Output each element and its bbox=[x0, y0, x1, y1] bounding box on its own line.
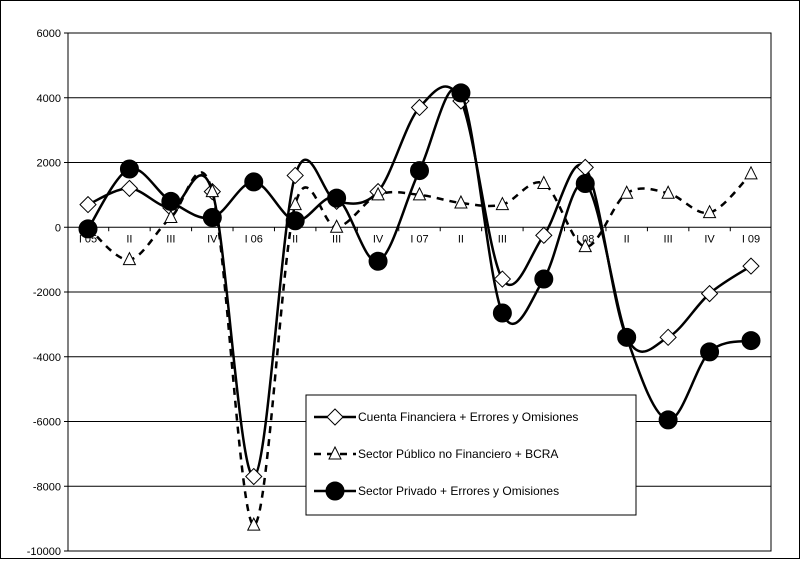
point-circle bbox=[368, 251, 388, 271]
series-triangle bbox=[81, 165, 758, 531]
point-circle bbox=[410, 161, 429, 181]
y-tick-label: 4000 bbox=[37, 93, 61, 105]
point-triangle bbox=[702, 204, 717, 219]
x-tick-label: I 06 bbox=[245, 233, 263, 245]
point-circle bbox=[78, 219, 98, 239]
point-circle bbox=[285, 211, 305, 231]
point-circle bbox=[658, 410, 678, 430]
point-triangle bbox=[454, 194, 468, 209]
legend-entry: Cuenta Financiera + Errores y Omisiones bbox=[314, 408, 578, 426]
point-diamond bbox=[79, 195, 97, 214]
point-triangle bbox=[205, 183, 220, 198]
legend-box bbox=[305, 394, 637, 516]
point-circle bbox=[575, 174, 595, 194]
x-tick-label: IV bbox=[704, 233, 715, 245]
point-diamond bbox=[659, 328, 677, 347]
point-diamond bbox=[493, 270, 512, 288]
y-tick-label: 2000 bbox=[37, 158, 61, 170]
point-diamond bbox=[742, 257, 760, 275]
point-triangle bbox=[412, 186, 427, 201]
x-tick-label: III bbox=[498, 233, 507, 245]
point-triangle bbox=[537, 175, 551, 190]
y-tick-label: -8000 bbox=[33, 481, 61, 493]
legend: Cuenta Financiera + Errores y Omisiones S… bbox=[305, 394, 637, 516]
point-circle bbox=[492, 303, 512, 323]
point-triangle bbox=[329, 219, 344, 233]
x-tick-label: IV bbox=[207, 233, 218, 245]
x-tick-label: II bbox=[458, 233, 464, 245]
point-triangle bbox=[619, 185, 634, 199]
point-diamond bbox=[410, 98, 429, 117]
point-triangle bbox=[578, 238, 593, 253]
point-circle bbox=[202, 208, 222, 228]
point-circle bbox=[700, 342, 720, 362]
point-triangle bbox=[371, 186, 385, 201]
point-triangle bbox=[288, 196, 302, 211]
y-tick-label: -4000 bbox=[33, 352, 61, 364]
x-tick-label: II bbox=[292, 233, 298, 245]
x-tick-label: IV bbox=[373, 233, 384, 245]
point-diamond bbox=[535, 226, 553, 245]
point-circle bbox=[617, 327, 637, 347]
x-tick-label: III bbox=[332, 233, 341, 245]
x-tick-label: I 07 bbox=[410, 233, 428, 245]
point-circle bbox=[451, 83, 471, 103]
series-group bbox=[78, 83, 761, 531]
point-triangle bbox=[122, 251, 137, 266]
point-triangle bbox=[661, 185, 675, 199]
legend-marker bbox=[325, 481, 345, 501]
series-circle bbox=[78, 83, 761, 430]
legend-label: Sector Privado + Errores y Omisiones bbox=[358, 484, 559, 498]
legend-label: Sector Público no Financiero + BCRA bbox=[358, 447, 558, 461]
point-diamond bbox=[245, 467, 263, 486]
point-diamond bbox=[286, 166, 304, 185]
series-line-triangle bbox=[87, 171, 752, 527]
point-diamond bbox=[700, 284, 719, 303]
point-circle bbox=[161, 191, 181, 211]
legend-marker bbox=[326, 408, 344, 426]
y-tick-label: -6000 bbox=[33, 417, 61, 429]
legend-label: Cuenta Financiera + Errores y Omisiones bbox=[358, 410, 578, 424]
x-tick-label: I 09 bbox=[742, 233, 760, 245]
point-triangle bbox=[495, 196, 510, 211]
legend-entry: Sector Privado + Errores y Omisiones bbox=[314, 481, 559, 501]
legend-entry: Sector Público no Financiero + BCRA bbox=[314, 445, 558, 461]
y-tick-label: 6000 bbox=[37, 28, 61, 40]
legend-marker bbox=[328, 445, 342, 460]
y-axis: -10000 -8000 -6000 -4000 -2000 0 2000 4000 6000 bbox=[27, 28, 68, 558]
point-circle bbox=[327, 188, 347, 208]
point-circle bbox=[244, 172, 264, 192]
y-tick-label: 0 bbox=[55, 222, 61, 234]
point-triangle bbox=[246, 516, 261, 531]
point-circle bbox=[741, 331, 761, 351]
x-tick-label: II bbox=[624, 233, 630, 245]
point-circle bbox=[119, 159, 139, 179]
point-triangle bbox=[164, 209, 178, 224]
point-triangle bbox=[744, 165, 758, 180]
y-tick-label: -2000 bbox=[33, 287, 61, 299]
x-tick-label: III bbox=[664, 233, 673, 245]
y-tick-label: -10000 bbox=[27, 546, 61, 558]
point-circle bbox=[534, 269, 554, 289]
point-diamond bbox=[120, 179, 139, 198]
x-tick-label: III bbox=[166, 233, 175, 245]
x-tick-label: II bbox=[126, 233, 132, 245]
